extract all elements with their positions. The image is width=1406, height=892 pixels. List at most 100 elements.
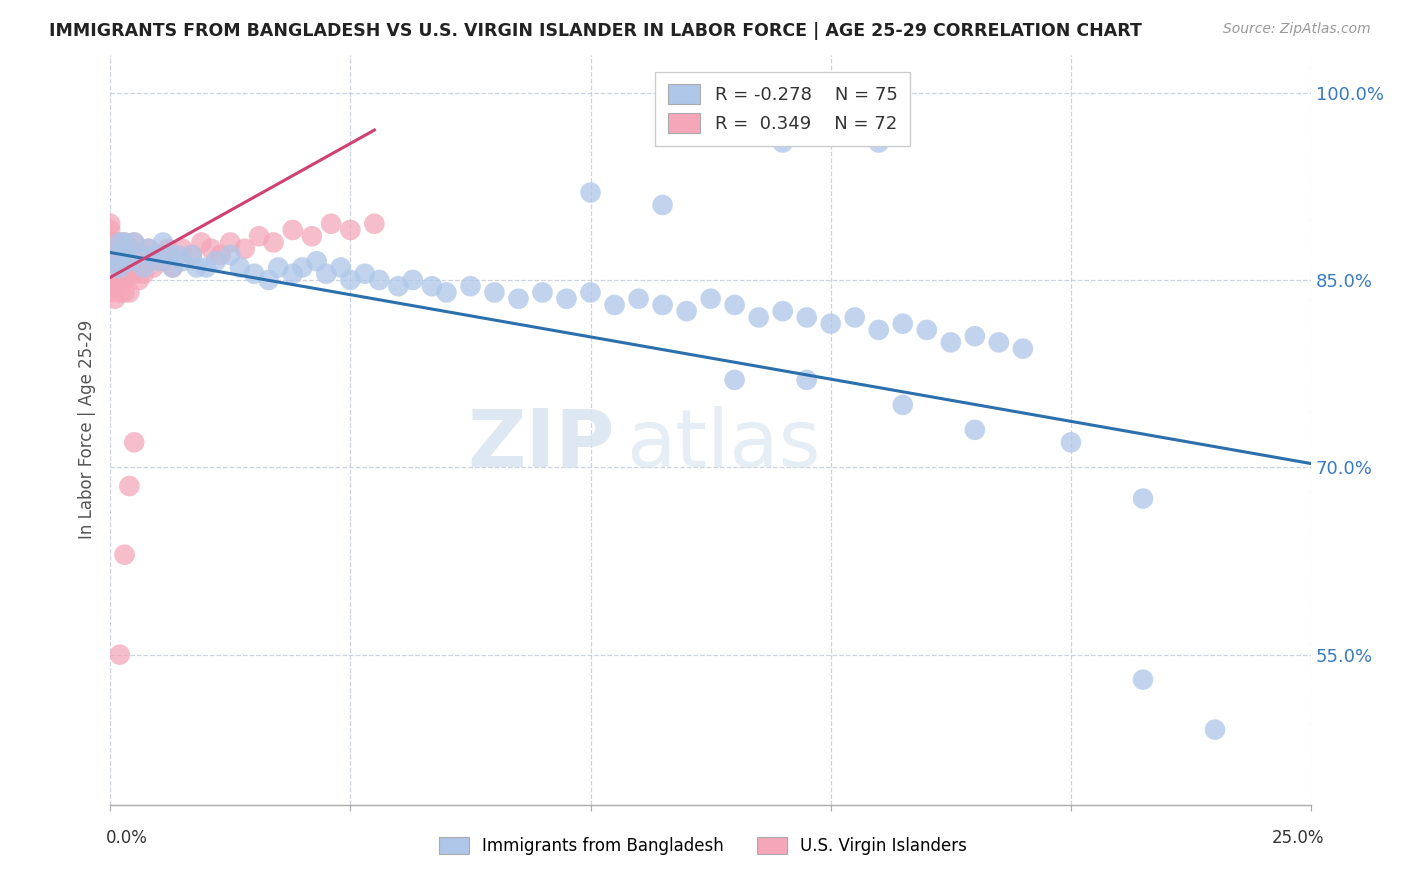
Point	[820, 317, 842, 331]
Point	[162, 260, 184, 275]
Point	[108, 648, 131, 662]
Point	[915, 323, 938, 337]
Point	[142, 248, 165, 262]
Point	[138, 242, 160, 256]
Point	[108, 248, 131, 262]
Point	[104, 260, 127, 275]
Point	[205, 254, 228, 268]
Text: ZIP: ZIP	[467, 406, 614, 483]
Point	[868, 136, 890, 150]
Point	[436, 285, 458, 300]
Point	[118, 242, 141, 256]
Point	[353, 267, 375, 281]
Point	[104, 260, 127, 275]
Point	[132, 260, 155, 275]
Point	[98, 285, 121, 300]
Point	[963, 423, 986, 437]
Point	[114, 248, 136, 262]
Point	[603, 298, 626, 312]
Point	[152, 235, 174, 250]
Point	[114, 273, 136, 287]
Point	[420, 279, 443, 293]
Point	[387, 279, 409, 293]
Point	[104, 254, 127, 268]
Point	[108, 235, 131, 250]
Point	[138, 242, 160, 256]
Point	[987, 335, 1010, 350]
Point	[122, 248, 145, 262]
Point	[531, 285, 554, 300]
Point	[152, 254, 174, 268]
Point	[321, 217, 343, 231]
Point	[98, 279, 121, 293]
Point	[132, 248, 155, 262]
Point	[963, 329, 986, 343]
Point	[209, 248, 232, 262]
Point	[104, 248, 127, 262]
Point	[1060, 435, 1083, 450]
Point	[104, 235, 127, 250]
Point	[98, 235, 121, 250]
Point	[148, 248, 170, 262]
Point	[104, 242, 127, 256]
Point	[339, 273, 361, 287]
Point	[200, 242, 222, 256]
Point	[118, 254, 141, 268]
Point	[104, 273, 127, 287]
Point	[128, 273, 150, 287]
Point	[172, 254, 194, 268]
Point	[108, 235, 131, 250]
Point	[651, 298, 673, 312]
Point	[98, 235, 121, 250]
Point	[675, 304, 697, 318]
Point	[939, 335, 962, 350]
Point	[579, 186, 602, 200]
Point	[651, 198, 673, 212]
Text: atlas: atlas	[627, 406, 821, 483]
Point	[118, 267, 141, 281]
Point	[1132, 491, 1154, 506]
Point	[363, 217, 385, 231]
Point	[195, 260, 218, 275]
Point	[233, 242, 256, 256]
Point	[748, 310, 770, 325]
Point	[180, 248, 202, 262]
Point	[305, 254, 328, 268]
Point	[98, 223, 121, 237]
Point	[1132, 673, 1154, 687]
Point	[263, 235, 285, 250]
Point	[104, 279, 127, 293]
Point	[156, 242, 179, 256]
Point	[118, 254, 141, 268]
Point	[108, 260, 131, 275]
Legend: Immigrants from Bangladesh, U.S. Virgin Islanders: Immigrants from Bangladesh, U.S. Virgin …	[432, 830, 974, 862]
Point	[484, 285, 506, 300]
Point	[508, 292, 530, 306]
Point	[142, 260, 165, 275]
Point	[627, 292, 650, 306]
Point	[104, 267, 127, 281]
Point	[229, 260, 252, 275]
Point	[104, 292, 127, 306]
Point	[219, 235, 242, 250]
Point	[148, 254, 170, 268]
Point	[724, 373, 747, 387]
Point	[796, 310, 818, 325]
Point	[281, 223, 304, 237]
Point	[114, 235, 136, 250]
Point	[98, 273, 121, 287]
Point	[329, 260, 352, 275]
Point	[122, 267, 145, 281]
Point	[368, 273, 391, 287]
Point	[114, 548, 136, 562]
Point	[281, 267, 304, 281]
Point	[772, 136, 794, 150]
Point	[460, 279, 482, 293]
Point	[114, 254, 136, 268]
Point	[186, 260, 208, 275]
Point	[114, 248, 136, 262]
Legend: R = -0.278    N = 75, R =  0.349    N = 72: R = -0.278 N = 75, R = 0.349 N = 72	[655, 71, 910, 145]
Point	[1204, 723, 1226, 737]
Point	[772, 304, 794, 318]
Point	[724, 298, 747, 312]
